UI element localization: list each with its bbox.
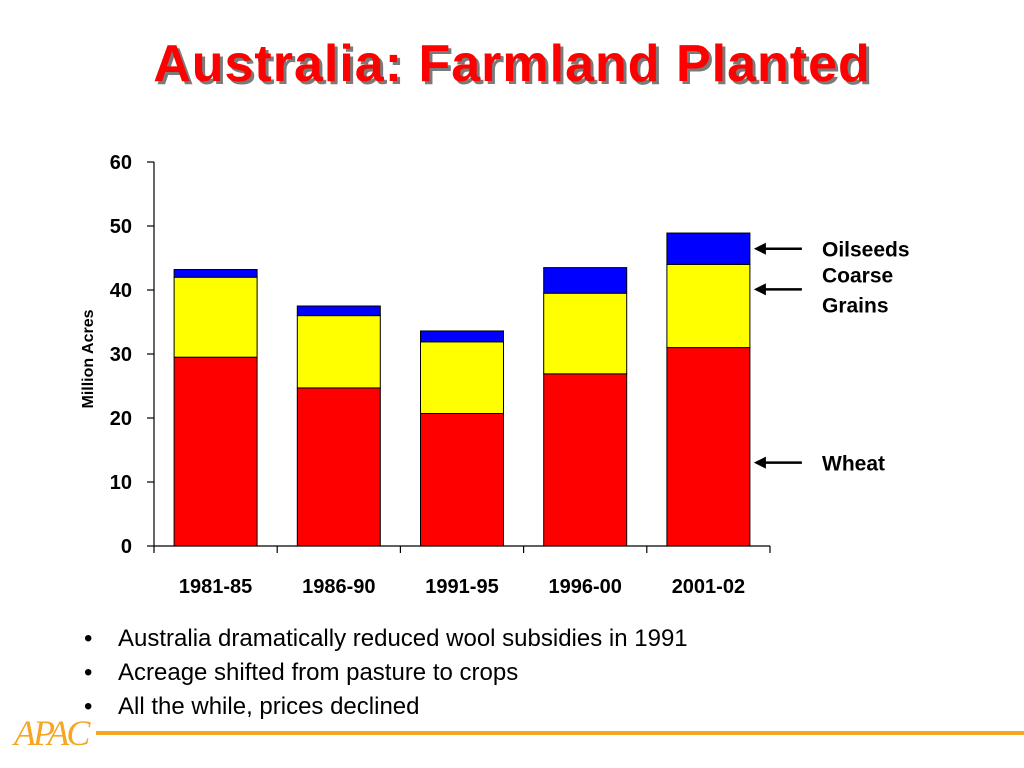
bullet-list: Australia dramatically reduced wool subs…	[84, 622, 688, 724]
bar-wheat	[666, 347, 751, 547]
bullet-item: Acreage shifted from pasture to crops	[84, 656, 688, 690]
legend-label-coarse-grains: Grains	[822, 294, 889, 317]
bar-coarse-grains	[666, 263, 751, 349]
y-tick-label: 50	[110, 216, 132, 238]
bar-wheat	[420, 413, 504, 547]
legend-label-wheat: Wheat	[822, 453, 885, 476]
bar-coarse-grains	[420, 341, 504, 415]
bar-wheat	[296, 387, 381, 547]
bar-oilseeds	[666, 232, 751, 265]
bullet-item: All the while, prices declined	[84, 690, 688, 724]
stacked-bar-chart: 0 10 20 30 40 50 60 Million Acres 1981-85 1986-90…	[80, 152, 910, 598]
x-category-label: 1981-85	[179, 576, 252, 598]
legend-arrowhead-oilseeds	[753, 242, 766, 255]
legend-arrowhead-wheat	[753, 456, 766, 469]
bar-oilseeds	[296, 305, 381, 317]
bar-wheat	[173, 356, 258, 547]
bar-wheat	[543, 373, 628, 547]
y-tick-label: 0	[121, 536, 132, 558]
bar-coarse-grains	[296, 315, 381, 389]
x-category-label: 1996-00	[548, 576, 621, 598]
y-tick-label: 20	[110, 408, 132, 430]
y-axis-label: Million Acres	[80, 309, 97, 408]
y-tick-label: 60	[110, 152, 132, 174]
y-tick-label: 10	[110, 472, 132, 494]
y-tick-label: 30	[110, 344, 132, 366]
footer-divider	[96, 731, 1024, 735]
bar-oilseeds	[173, 269, 258, 278]
bar-oilseeds	[420, 330, 504, 343]
bar-coarse-grains	[173, 276, 258, 358]
bar-coarse-grains	[543, 292, 628, 375]
legend-arrowhead-coarse-grains	[753, 283, 766, 296]
bar-oilseeds	[543, 267, 628, 294]
x-category-label: 1991-95	[425, 576, 498, 598]
legend-label-coarse-grains: Coarse	[822, 264, 893, 287]
x-category-label: 2001-02	[672, 576, 745, 598]
legend-label-oilseeds: Oilseeds	[822, 239, 910, 262]
x-category-label: 1986-90	[302, 576, 375, 598]
bullet-item: Australia dramatically reduced wool subs…	[84, 622, 688, 656]
y-tick-label: 40	[110, 280, 132, 302]
apac-logo: APAC	[14, 713, 90, 753]
slide-title: Australia: Farmland Planted	[153, 35, 871, 93]
